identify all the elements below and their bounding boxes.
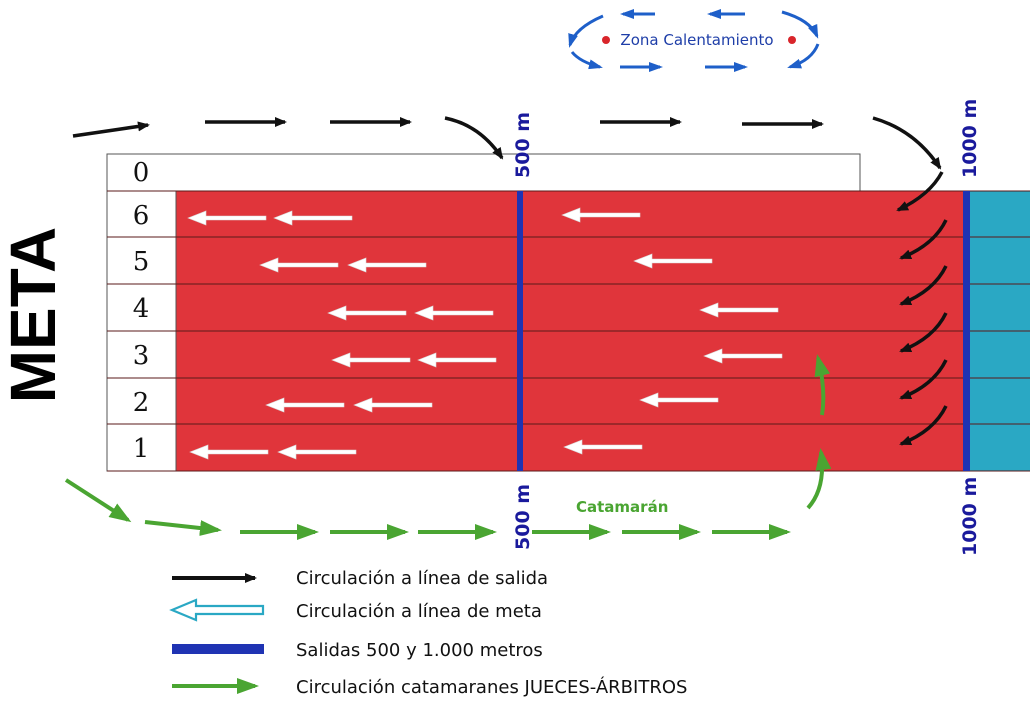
lane-number-0: 0 <box>133 158 150 188</box>
start-arrow <box>896 171 944 212</box>
start-line-500 <box>517 191 523 471</box>
lane-number-1: 1 <box>133 434 150 464</box>
lane-number-6: 6 <box>133 201 150 231</box>
marker-1000-top: 1000 m <box>959 99 981 178</box>
catamaran-label: Catamarán <box>576 498 668 516</box>
finish-arrow <box>273 210 353 226</box>
finish-arrow <box>417 352 497 368</box>
legend-label-catamaran: Circulación catamaranes JUECES-ÁRBITROS <box>296 676 687 698</box>
warmup-arrow <box>570 51 603 70</box>
catamaran-arrow <box>814 354 831 416</box>
start-arrow <box>899 359 948 400</box>
finish-arrow <box>347 257 427 273</box>
start-arrow <box>872 116 942 170</box>
legend-label-starts: Salidas 500 y 1.000 metros <box>296 640 543 661</box>
start-arrow <box>72 121 150 138</box>
warmup-arrow <box>568 14 604 48</box>
finish-arrow <box>703 348 783 364</box>
finish-arrow <box>563 439 643 455</box>
finish-arrow <box>259 257 339 273</box>
finish-arrow <box>561 207 641 223</box>
finish-arrow <box>277 444 357 460</box>
lane-number-3: 3 <box>133 341 150 371</box>
legend-label-start: Circulación a línea de salida <box>296 568 548 589</box>
warmup-dot-right <box>788 36 796 44</box>
finish-arrow <box>353 397 433 413</box>
finish-arrow <box>699 302 779 318</box>
marker-500-top: 500 m <box>512 112 534 178</box>
marker-1000-bottom: 1000 m <box>959 477 981 556</box>
finish-arrow <box>639 392 719 408</box>
start-circulation-arrows <box>72 116 948 446</box>
finish-arrow <box>187 210 267 226</box>
start-line-1000 <box>963 191 970 471</box>
finish-arrows <box>187 207 783 460</box>
lane-number-2: 2 <box>133 388 150 418</box>
legend-label-finish: Circulación a línea de meta <box>296 601 542 622</box>
finish-arrow <box>265 397 345 413</box>
legend-icon-white-outline-arrow <box>169 598 265 622</box>
warmup-dot-left <box>602 36 610 44</box>
finish-arrow <box>331 352 411 368</box>
catamaran-arrow <box>64 478 132 523</box>
legend-icon-blue-bar <box>172 644 264 654</box>
finish-arrow <box>414 305 494 321</box>
finish-arrow <box>189 444 269 460</box>
finish-arrow <box>633 253 713 269</box>
warmup-arrow <box>787 43 820 69</box>
warmup-zone-label: Zona Calentamiento <box>620 31 773 49</box>
warmup-arrow <box>781 10 819 39</box>
catamaran-arrow <box>806 448 832 510</box>
lane-number-5: 5 <box>133 247 150 277</box>
legend: Circulación a línea de salida Circulació… <box>169 568 687 698</box>
start-arrow <box>899 219 948 260</box>
finish-arrow <box>327 305 407 321</box>
start-arrow <box>899 265 948 306</box>
finish-label: META <box>0 227 69 404</box>
lane-0-strip <box>106 153 861 192</box>
start-arrow <box>899 405 948 446</box>
lane-separators <box>107 190 1030 472</box>
warmup-zone: Zona Calentamiento <box>568 9 820 72</box>
start-arrow <box>444 116 504 160</box>
catamaran-arrow <box>144 520 222 536</box>
start-arrow <box>899 312 948 353</box>
catamaran-arrows <box>64 354 832 540</box>
marker-500-bottom: 500 m <box>512 484 534 550</box>
lane-number-4: 4 <box>133 294 150 324</box>
